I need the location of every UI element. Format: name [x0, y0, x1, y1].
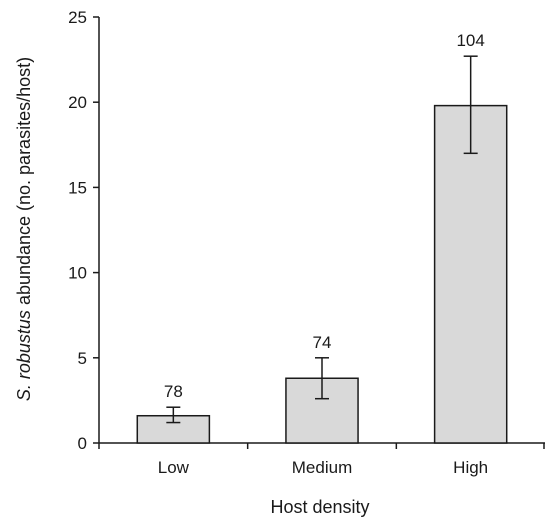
x-tick-label-low: Low	[158, 458, 190, 477]
bar-label-low: 78	[164, 382, 183, 401]
y-axis-title-italic: S. robustus	[14, 310, 34, 401]
y-tick-label-5: 5	[78, 349, 87, 368]
x-axis: Low Medium High	[98, 442, 545, 477]
bars: 78 74 104	[136, 31, 508, 444]
bar-label-high: 104	[456, 31, 484, 50]
y-tick-label-10: 10	[68, 264, 87, 283]
bar-label-medium: 74	[313, 333, 332, 352]
x-axis-title: Host density	[270, 497, 369, 517]
x-tick-label-high: High	[453, 458, 488, 477]
y-axis-title: S. robustus abundance (no. parasites/hos…	[14, 57, 34, 401]
y-tick-label-25: 25	[68, 8, 87, 27]
y-axis: 0 5 10 15 20 25	[68, 8, 100, 453]
y-tick-label-15: 15	[68, 178, 87, 197]
y-tick-label-20: 20	[68, 93, 87, 112]
y-axis-title-rest: abundance (no. parasites/host)	[14, 57, 34, 310]
y-tick-label-0: 0	[78, 434, 87, 453]
bar-high	[433, 104, 508, 444]
x-tick-label-medium: Medium	[292, 458, 352, 477]
